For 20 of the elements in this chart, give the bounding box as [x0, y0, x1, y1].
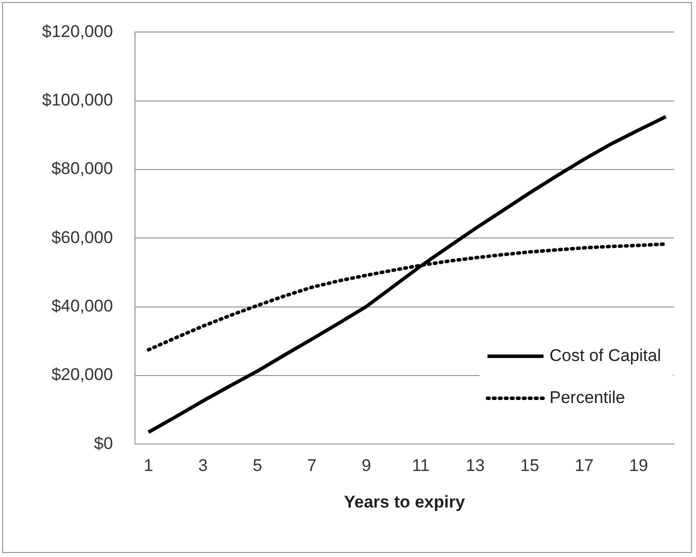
y-tick-label: $20,000 — [51, 365, 113, 384]
x-tick-label: 15 — [520, 456, 540, 476]
x-tick-label: 9 — [362, 456, 372, 476]
y-tick-label: $100,000 — [42, 90, 113, 110]
x-tick-label: 17 — [574, 456, 594, 476]
x-axis-title: Years to expiry — [344, 492, 466, 512]
x-tick-label: 13 — [466, 456, 485, 476]
y-tick-label: $0 — [94, 434, 113, 453]
x-tick-label: 1 — [144, 456, 154, 476]
x-tick-label: 19 — [629, 456, 648, 476]
x-tick-label: 3 — [198, 456, 208, 476]
y-tick-label: $120,000 — [42, 22, 113, 41]
legend-label: Cost of Capital — [550, 346, 662, 365]
x-tick-label: 5 — [252, 456, 262, 476]
legend-label: Percentile — [550, 388, 626, 407]
y-tick-label: $40,000 — [51, 296, 113, 316]
x-tick-label: 11 — [412, 456, 430, 476]
y-tick-label: $60,000 — [51, 228, 113, 247]
y-tick-label: $80,000 — [51, 159, 113, 178]
x-tick-label: 7 — [307, 456, 317, 476]
